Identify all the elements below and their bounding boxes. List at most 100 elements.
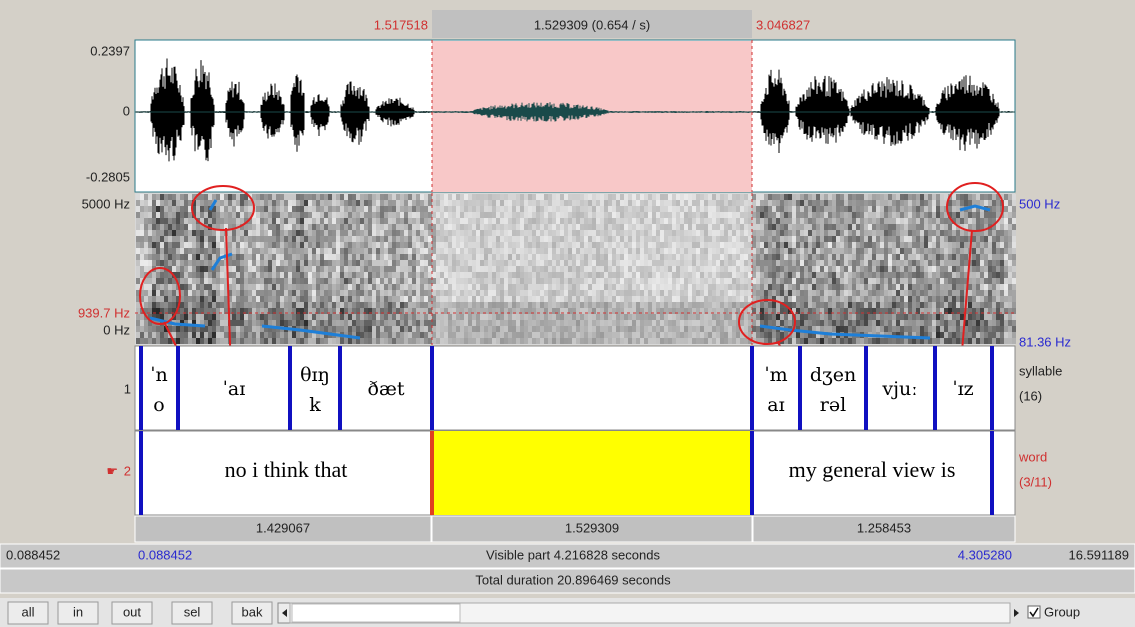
spectrogram-cell (324, 320, 328, 326)
spectrogram-cell (564, 212, 568, 218)
spectrogram-cell (452, 302, 456, 308)
spectrogram-cell (844, 206, 848, 212)
spectrogram-cell (376, 326, 380, 332)
spectrogram-cell (544, 296, 548, 302)
spectrogram-cell (708, 338, 712, 344)
spectrogram-cell (576, 284, 580, 290)
spectrogram-cell (652, 230, 656, 236)
spectrogram-cell (852, 200, 856, 206)
spectrogram-cell (460, 326, 464, 332)
spectrogram-cell (236, 218, 240, 224)
spectrogram-cell (712, 302, 716, 308)
spectrogram-cell (408, 236, 412, 242)
spectrogram-cell (444, 278, 448, 284)
spectrogram-cell (520, 278, 524, 284)
spectrogram-cell (860, 320, 864, 326)
spectrogram-cell (172, 206, 176, 212)
spectrogram-cell (240, 284, 244, 290)
spectrogram-cell (768, 248, 772, 254)
spectrogram-cell (256, 272, 260, 278)
spectrogram-cell (424, 242, 428, 248)
spectrogram-cell (292, 266, 296, 272)
spectrogram-cell (180, 272, 184, 278)
spectrogram-cell (384, 338, 388, 344)
spectrogram-cell (748, 242, 752, 248)
spectrogram-cell (676, 332, 680, 338)
spectrogram-cell (836, 314, 840, 320)
spectrogram-cell (576, 272, 580, 278)
spectrogram-cell (384, 320, 388, 326)
spectrogram-cell (508, 284, 512, 290)
spectrogram-cell (416, 326, 420, 332)
spectrogram-cell (808, 218, 812, 224)
spectrogram-cell (528, 212, 532, 218)
spectrogram-cell (152, 326, 156, 332)
spectrogram-cell (808, 284, 812, 290)
spectrogram-cell (692, 206, 696, 212)
spectrogram-cell (516, 224, 520, 230)
spectrogram-cell (288, 272, 292, 278)
spectrogram-cell (544, 224, 548, 230)
spectrogram-cell (368, 278, 372, 284)
spectrogram-cell (584, 200, 588, 206)
spectrogram-cell (724, 266, 728, 272)
spectrogram-cell (904, 266, 908, 272)
spectrogram-cell (328, 218, 332, 224)
spectrogram-cell (884, 206, 888, 212)
spectrogram-cell (612, 314, 616, 320)
spectrogram-cell (620, 320, 624, 326)
spectrogram-cell (840, 290, 844, 296)
spectrogram-cell (184, 332, 188, 338)
spectrogram-cell (720, 290, 724, 296)
spectrogram-cell (400, 278, 404, 284)
spectrogram-cell (524, 296, 528, 302)
spectrogram-cell (844, 290, 848, 296)
spectrogram-cell (648, 260, 652, 266)
spectrogram-cell (688, 278, 692, 284)
spectrogram-cell (352, 314, 356, 320)
spectrogram-cell (708, 194, 712, 200)
spectrogram-cell (172, 296, 176, 302)
spectrogram-cell (484, 332, 488, 338)
spectrogram-cell (684, 218, 688, 224)
spectrogram-cell (208, 302, 212, 308)
spectrogram-cell (892, 236, 896, 242)
spectrogram-cell (328, 206, 332, 212)
spectrogram-cell (200, 302, 204, 308)
spectrogram-cell (352, 284, 356, 290)
spectrogram-cell (896, 296, 900, 302)
spectrogram-cell (496, 278, 500, 284)
spectrogram-cell (832, 206, 836, 212)
spectrogram-cell (728, 332, 732, 338)
spectrogram-cell (200, 260, 204, 266)
spectrogram-cell (836, 248, 840, 254)
spectrogram-cell (244, 332, 248, 338)
spectrogram-cell (516, 200, 520, 206)
spectrogram-cell (720, 278, 724, 284)
spectrogram-cell (376, 194, 380, 200)
spectrogram-cell (376, 212, 380, 218)
spectrogram-cell (224, 218, 228, 224)
spectrogram-cell (528, 254, 532, 260)
spectrogram-cell (356, 284, 360, 290)
spectrogram-cell (224, 302, 228, 308)
spectrogram-cell (528, 302, 532, 308)
spectrogram-cell (560, 218, 564, 224)
spectrogram-cell (244, 272, 248, 278)
spectrogram-cell (360, 236, 364, 242)
spectrogram-cell (392, 296, 396, 302)
spectrogram-cell (580, 296, 584, 302)
spectrogram-cell (908, 242, 912, 248)
spectrogram-cell (732, 314, 736, 320)
spectrogram-cell (540, 332, 544, 338)
spectrogram-cell (680, 314, 684, 320)
spectrogram-cell (380, 236, 384, 242)
spectrogram-cell (652, 326, 656, 332)
spectrogram-cell (312, 314, 316, 320)
spectrogram-cell (148, 218, 152, 224)
spectrogram-cell (548, 212, 552, 218)
spectrogram-cell (444, 248, 448, 254)
spectrogram-cell (172, 266, 176, 272)
spectrogram-cell (920, 224, 924, 230)
spectrogram-cell (736, 248, 740, 254)
